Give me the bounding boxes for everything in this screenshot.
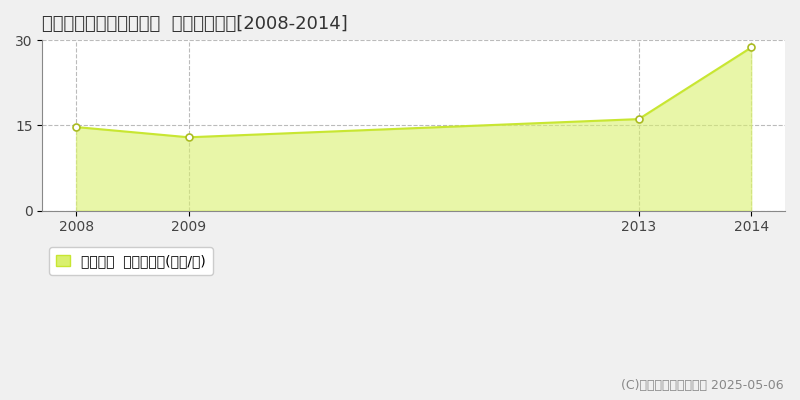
Point <box>632 116 645 122</box>
Point <box>182 134 195 140</box>
Text: 上川郡東神楽町北二条東  住宅価格推移[2008-2014]: 上川郡東神楽町北二条東 住宅価格推移[2008-2014] <box>42 15 348 33</box>
Point <box>70 124 82 130</box>
Point <box>745 44 758 51</box>
Legend: 住宅価格  平均坪単価(万円/坪): 住宅価格 平均坪単価(万円/坪) <box>50 247 213 275</box>
Text: (C)土地価格ドットコム 2025-05-06: (C)土地価格ドットコム 2025-05-06 <box>622 379 784 392</box>
